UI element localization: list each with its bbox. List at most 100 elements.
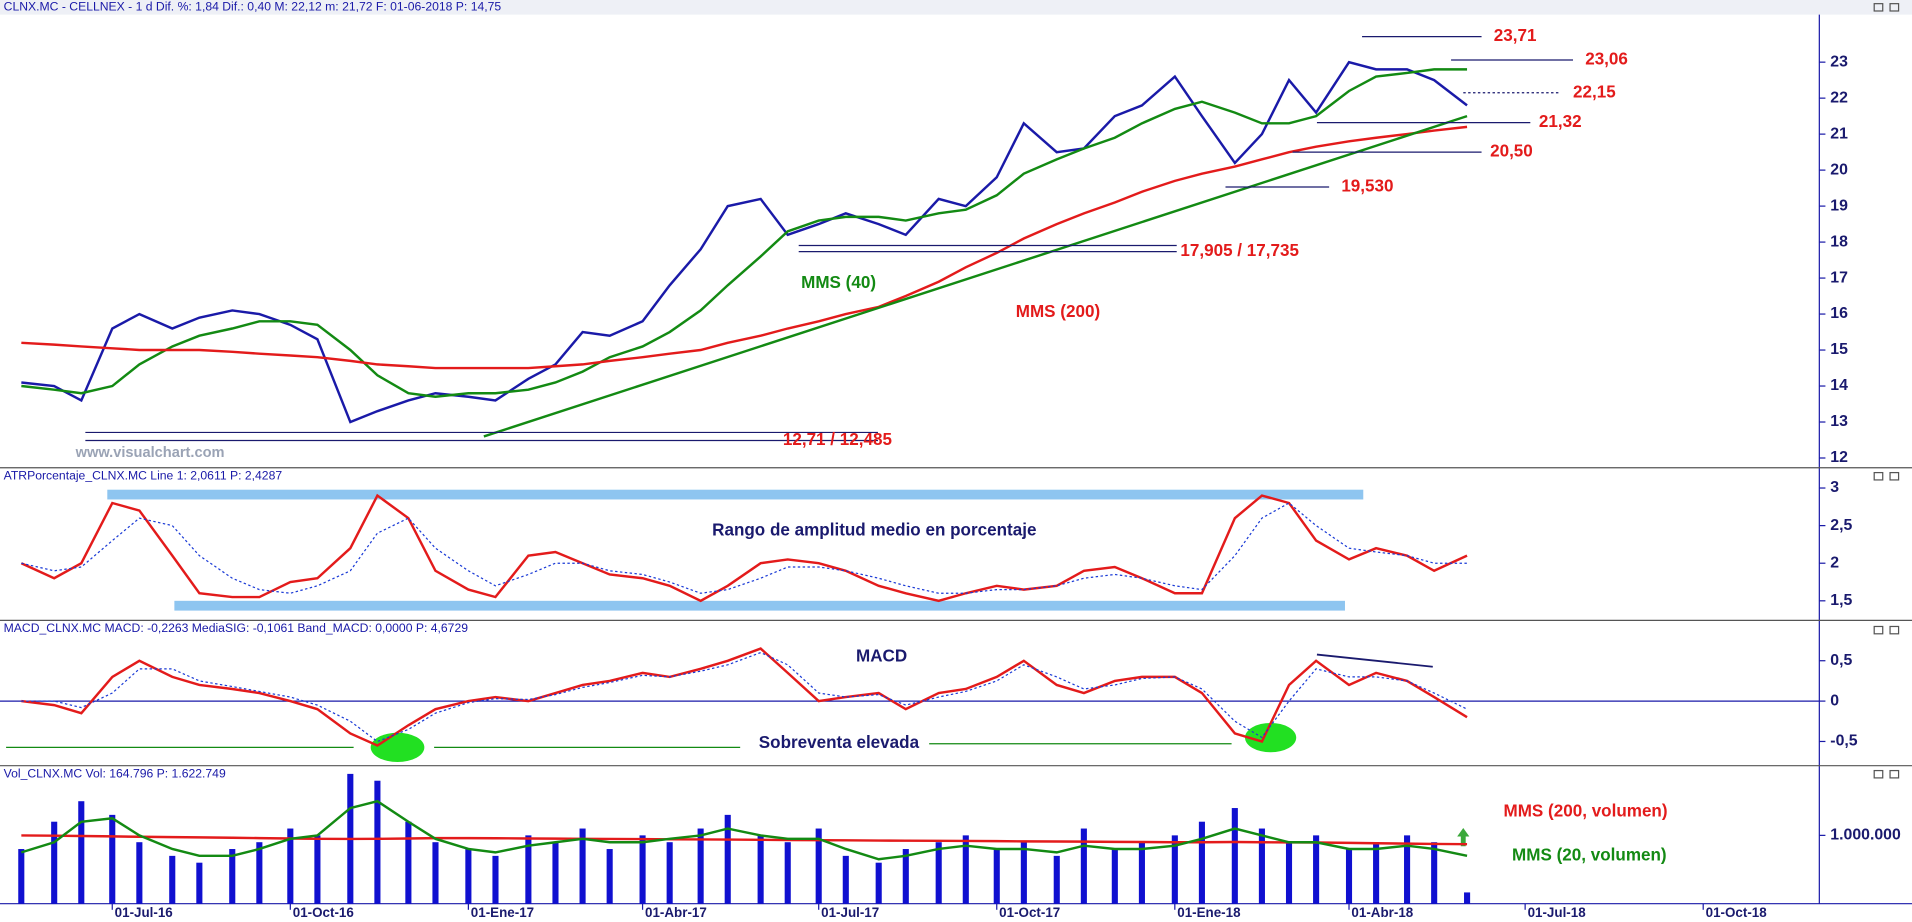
volume-bar (1373, 842, 1380, 904)
oversold-marker (1244, 722, 1297, 753)
series-label: MMS (200, volumen) (1504, 802, 1668, 821)
panel-header: Vol_CLNX.MC Vol: 164.796 P: 1.622.749 (4, 766, 226, 780)
series-label: MMS (200) (1016, 302, 1100, 321)
volume-bar (815, 828, 822, 904)
volume-bar (374, 780, 381, 904)
x-tick-label: 01-Oct-18 (1706, 905, 1768, 920)
y-tick-label: 12 (1830, 449, 1848, 466)
level-label: 21,32 (1539, 112, 1582, 131)
volume-bar (169, 855, 176, 904)
volume-bar (432, 842, 439, 904)
series-label: MMS (20, volumen) (1512, 846, 1667, 865)
volume-bar (1258, 828, 1265, 904)
x-tick-label: 01-Ene-18 (1177, 905, 1241, 920)
series-line (21, 834, 1468, 846)
y-tick-label: 14 (1830, 377, 1848, 394)
series-line (21, 651, 1468, 743)
volume-bar (1111, 849, 1118, 904)
y-tick-label: 17 (1830, 269, 1848, 286)
volume-bar (639, 835, 646, 904)
panel-button[interactable] (1889, 3, 1900, 12)
volume-bar (962, 835, 969, 904)
volume-bar (1345, 849, 1353, 904)
y-tick-label: 23 (1830, 53, 1848, 70)
volume-bar (78, 801, 85, 904)
y-tick-label: 2 (1830, 554, 1839, 571)
divergence-line (1316, 653, 1433, 668)
volume-bar (724, 814, 731, 904)
volume-bar (525, 835, 532, 904)
level-label: 12,71 / 12,485 (783, 430, 893, 449)
volume-bar (1171, 835, 1178, 904)
highlight-band (174, 600, 1345, 611)
annotation: Rango de amplitud medio en porcentaje (712, 521, 1036, 540)
series-line (21, 647, 1468, 747)
x-tick-label: 01-Jul-18 (1528, 905, 1587, 920)
panel-button[interactable] (1873, 769, 1884, 779)
series-line (21, 502, 1468, 594)
volume-bar (1431, 842, 1438, 904)
panel-button[interactable] (1889, 471, 1900, 481)
panel-button[interactable] (1873, 471, 1884, 481)
volume-bar (1198, 821, 1205, 904)
volume-bar (1020, 842, 1027, 904)
panel-button[interactable] (1873, 625, 1884, 635)
panel-button[interactable] (1873, 3, 1884, 12)
volume-bar (875, 862, 882, 904)
highlight-band (107, 489, 1364, 500)
y-tick-label: 1,5 (1830, 592, 1852, 609)
y-tick-label: 0 (1830, 692, 1839, 709)
volume-bar (757, 835, 764, 904)
series-label: MMS (40) (801, 273, 876, 292)
volume-bar (287, 828, 294, 904)
volume-bar (229, 849, 236, 904)
trend-line (483, 114, 1468, 438)
series-line (20, 799, 1468, 861)
x-tick-label: 01-Abr-18 (1351, 905, 1413, 920)
up-arrow (1457, 827, 1470, 847)
y-tick-label: 0,5 (1830, 652, 1852, 669)
panel-header: MACD_CLNX.MC MACD: -0,2263 MediaSIG: -0,… (4, 621, 469, 635)
x-tick-label: 01-Jul-17 (821, 905, 879, 920)
y-tick-label: -0,5 (1830, 733, 1857, 750)
y-tick-label: 18 (1830, 233, 1848, 250)
series-line (21, 125, 1468, 370)
volume-bar (784, 842, 791, 904)
y-tick-label: 20 (1830, 161, 1848, 178)
volume-bar (1138, 842, 1145, 904)
annotation: Sobreventa elevada (759, 733, 920, 752)
volume-bar (465, 849, 472, 904)
top-bar (0, 0, 1912, 15)
y-tick-label: 13 (1830, 413, 1848, 430)
x-tick-label: 01-Jul-16 (115, 905, 173, 920)
level-label: 20,50 (1490, 142, 1533, 161)
volume-bar (935, 842, 942, 904)
level-label: 22,15 (1573, 82, 1616, 101)
volume-bar (552, 842, 559, 904)
series-line (21, 68, 1468, 398)
volume-bar (1313, 835, 1320, 904)
level-label: 19,530 (1341, 177, 1393, 196)
volume-bar (993, 849, 1000, 904)
volume-bar (18, 849, 25, 904)
volume-bar (1053, 855, 1060, 904)
y-tick-label: 3 (1830, 479, 1839, 496)
panel-header: CLNX.MC - CELLNEX - 1 d Dif. %: 1,84 Dif… (4, 0, 502, 14)
volume-bar (1080, 828, 1087, 904)
x-tick-label: 01-Abr-17 (645, 905, 707, 920)
volume-bar (666, 842, 673, 904)
y-tick-label: 22 (1830, 89, 1848, 106)
volume-bar (697, 828, 704, 904)
panel-button[interactable] (1889, 769, 1900, 779)
volume-bar (256, 842, 263, 904)
volume-bar (51, 821, 58, 904)
level-label: 23,06 (1585, 50, 1628, 69)
volume-bar (492, 855, 499, 904)
volume-bar (1464, 892, 1471, 904)
panel-button[interactable] (1889, 625, 1900, 635)
x-tick-label: 01-Ene-17 (471, 905, 534, 920)
volume-bar (606, 849, 613, 904)
